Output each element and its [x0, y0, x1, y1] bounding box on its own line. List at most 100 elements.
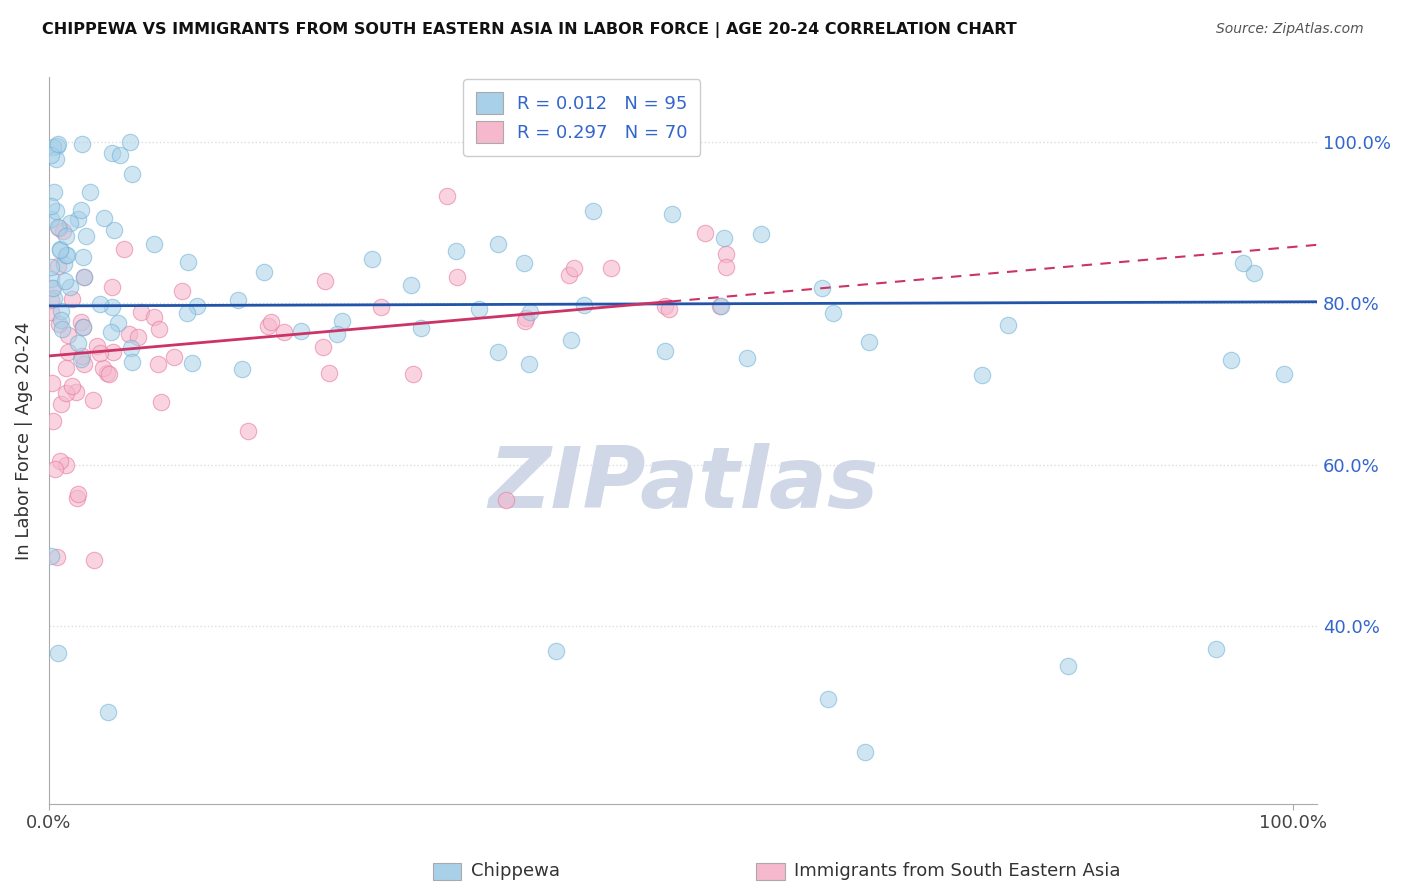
- Point: [162, 350, 184, 364]
- Point: [853, 746, 876, 760]
- Text: Chippewa: Chippewa: [471, 863, 560, 880]
- Point: [558, 268, 581, 282]
- Point: [93, 211, 115, 225]
- Point: [53, 274, 76, 288]
- Point: [253, 265, 276, 279]
- Point: [103, 223, 125, 237]
- Point: [70, 349, 93, 363]
- Point: [41, 212, 63, 227]
- Point: [181, 356, 204, 370]
- Point: [1205, 641, 1227, 656]
- Point: [79, 185, 101, 199]
- Point: [228, 293, 250, 307]
- Point: [118, 327, 141, 342]
- Point: [42, 281, 65, 295]
- Point: [402, 368, 425, 382]
- Point: [714, 247, 737, 261]
- Point: [121, 355, 143, 369]
- Point: [83, 552, 105, 566]
- Point: [75, 229, 97, 244]
- Point: [55, 458, 77, 472]
- Point: [45, 153, 67, 167]
- Point: [41, 260, 63, 275]
- Point: [52, 224, 75, 238]
- Point: [42, 414, 65, 428]
- Point: [176, 306, 198, 320]
- Point: [446, 269, 468, 284]
- Point: [73, 357, 96, 371]
- Point: [67, 487, 90, 501]
- Point: [654, 299, 676, 313]
- Point: [238, 424, 260, 438]
- Point: [290, 324, 312, 338]
- Legend: R = 0.012   N = 95, R = 0.297   N = 70: R = 0.012 N = 95, R = 0.297 N = 70: [463, 79, 700, 156]
- Point: [399, 278, 422, 293]
- Point: [444, 244, 467, 259]
- Text: Immigrants from South Eastern Asia: Immigrants from South Eastern Asia: [794, 863, 1121, 880]
- Point: [486, 344, 509, 359]
- Point: [810, 281, 832, 295]
- Point: [519, 357, 541, 371]
- Point: [515, 314, 537, 328]
- Point: [1232, 255, 1254, 269]
- Point: [41, 199, 63, 213]
- Point: [142, 236, 165, 251]
- Point: [96, 366, 118, 380]
- Point: [107, 316, 129, 330]
- Point: [582, 203, 605, 218]
- Point: [70, 137, 93, 152]
- Point: [70, 351, 93, 366]
- Point: [314, 273, 336, 287]
- Point: [46, 549, 69, 564]
- Point: [100, 280, 122, 294]
- Point: [41, 148, 63, 162]
- Point: [312, 340, 335, 354]
- Point: [710, 299, 733, 313]
- Point: [42, 185, 65, 199]
- Point: [72, 319, 94, 334]
- Point: [53, 257, 76, 271]
- Point: [562, 261, 585, 276]
- Point: [600, 260, 623, 275]
- Point: [129, 304, 152, 318]
- Point: [121, 167, 143, 181]
- Point: [67, 212, 90, 227]
- Point: [143, 310, 166, 324]
- Point: [73, 270, 96, 285]
- Point: [411, 320, 433, 334]
- Point: [45, 203, 67, 218]
- Point: [48, 221, 70, 235]
- Point: [45, 139, 67, 153]
- Point: [1243, 267, 1265, 281]
- Point: [330, 314, 353, 328]
- Point: [48, 243, 70, 257]
- Point: [257, 319, 280, 334]
- Point: [72, 270, 94, 285]
- Point: [55, 229, 77, 244]
- Point: [101, 145, 124, 160]
- Point: [72, 250, 94, 264]
- Point: [97, 705, 120, 719]
- Point: [49, 453, 72, 467]
- Point: [60, 292, 83, 306]
- Point: [41, 376, 63, 390]
- Point: [48, 317, 70, 331]
- Point: [46, 219, 69, 234]
- Point: [56, 344, 79, 359]
- Text: Source: ZipAtlas.com: Source: ZipAtlas.com: [1216, 22, 1364, 37]
- Point: [70, 203, 93, 218]
- Point: [66, 491, 89, 505]
- Point: [60, 379, 83, 393]
- Point: [658, 301, 681, 316]
- Point: [436, 188, 458, 202]
- Point: [41, 281, 63, 295]
- Point: [56, 328, 79, 343]
- Point: [127, 330, 149, 344]
- Point: [41, 305, 63, 319]
- Point: [103, 345, 125, 359]
- Point: [231, 362, 253, 376]
- Y-axis label: In Labor Force | Age 20-24: In Labor Force | Age 20-24: [15, 321, 32, 560]
- Point: [89, 346, 111, 360]
- Point: [970, 368, 993, 382]
- Point: [55, 386, 77, 401]
